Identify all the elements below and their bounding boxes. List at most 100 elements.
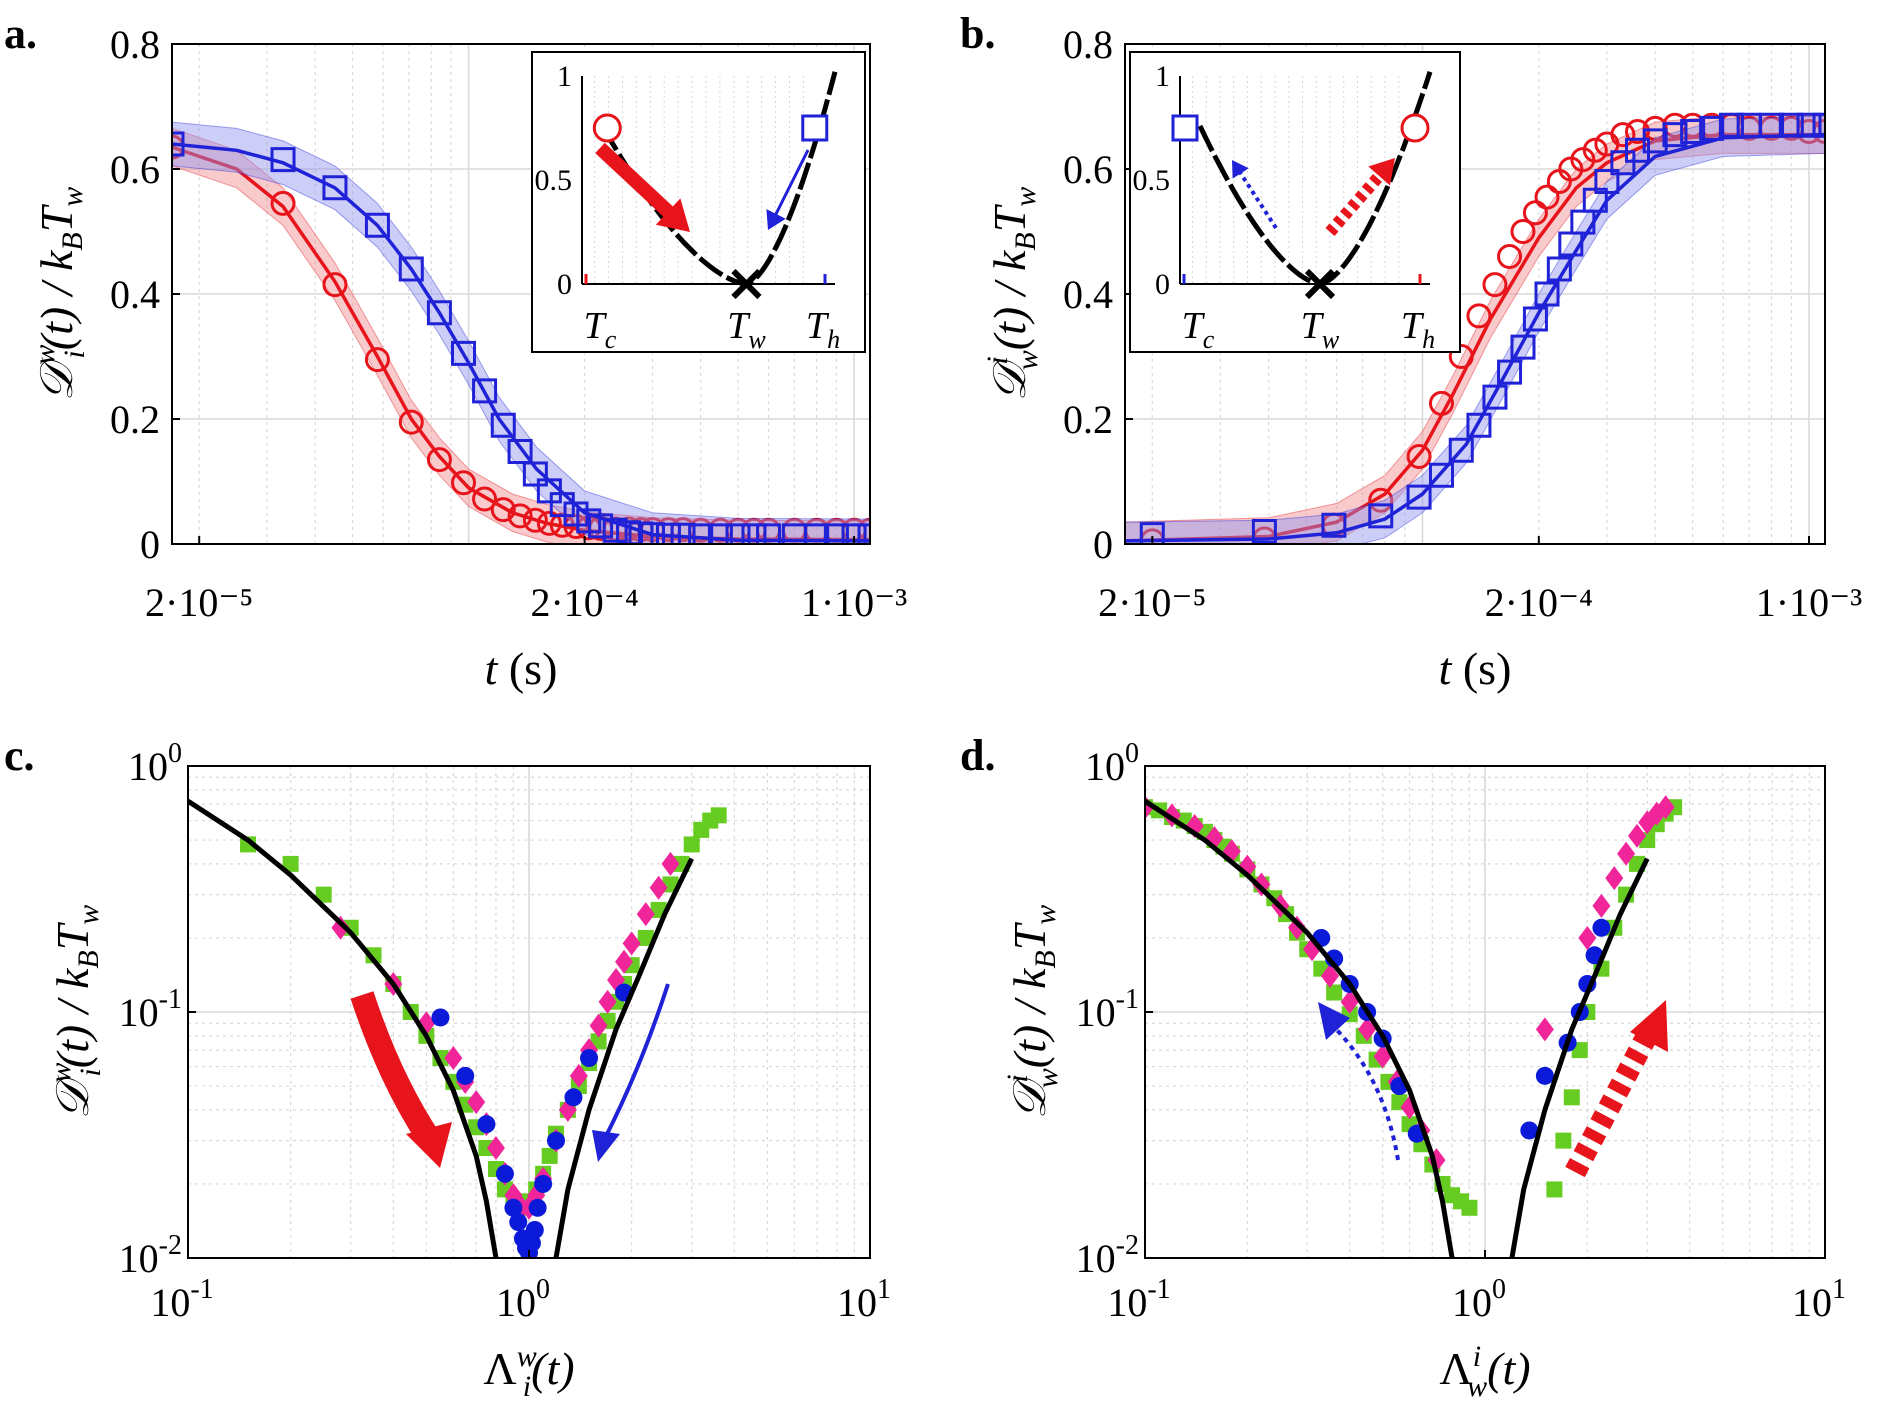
data-point-0: [637, 929, 654, 946]
data-point-1: [172, 131, 185, 157]
data-point-1: [1628, 823, 1647, 848]
data-point-0: [1497, 244, 1523, 269]
data-point-1: [598, 989, 617, 1014]
x-tick-label: 10-1: [1107, 1274, 1170, 1325]
x-axis-main: Λ: [1439, 1343, 1472, 1394]
data-point-1: [426, 300, 452, 326]
data-point-1: [1699, 115, 1725, 141]
data-point-1: [1578, 925, 1597, 950]
x-tick-exp: -1: [190, 1274, 213, 1305]
inset-marker-circle: [592, 113, 622, 143]
y-tick-label: 0.8: [1063, 22, 1113, 67]
inset-x-label: Tw: [727, 305, 766, 354]
y-axis-sub2: B: [56, 232, 89, 250]
inset-x-label-main: T: [1401, 305, 1425, 347]
data-point-1: [1546, 256, 1572, 282]
data-point-0: [490, 497, 516, 523]
y-axis-rest: (t) / k: [984, 249, 1035, 350]
x-tick-exp: 1: [877, 1274, 891, 1305]
panel-letter-c: c.: [4, 731, 35, 780]
y-axis-label-group: 𝒟wi(t) / kBTw: [28, 187, 91, 402]
data-point-2: [547, 1131, 566, 1150]
y-tick-label: 0.2: [1063, 397, 1113, 442]
data-point-1: [1778, 112, 1804, 138]
x-tick-label: 10-1: [150, 1274, 213, 1325]
x-axis-label: Λi w(t): [1439, 1340, 1530, 1403]
theory-curve-right: [1509, 857, 1650, 1258]
y-tick-label: 10-2: [119, 1230, 182, 1281]
theory-curve-right: [553, 857, 694, 1258]
y-tick-label: 0.4: [110, 272, 160, 317]
y-axis-label: 𝒟iw(t) / kBTw: [981, 187, 1044, 402]
inset-x-label-sub: w: [748, 325, 766, 354]
data-point-0: [270, 190, 296, 216]
data-point-1: [615, 949, 634, 974]
data-point-1: [841, 523, 867, 544]
inset-y-tick-label: 0: [1155, 268, 1170, 301]
data-point-1: [270, 147, 296, 173]
trend-arrow-red-shaft: [1565, 1024, 1660, 1178]
x-axis-sup: i: [1473, 1340, 1481, 1373]
y-tick-label: 100: [1085, 738, 1139, 789]
y-axis-rest: (t) / k: [31, 249, 82, 350]
x-axis-unit: (s): [497, 643, 557, 694]
data-point-1: [1796, 112, 1822, 138]
plot-area: [1145, 795, 1683, 1258]
data-point-0: [1546, 1181, 1563, 1198]
data-point-2: [525, 1220, 544, 1239]
data-point-0: [507, 503, 533, 529]
inset-x-label-main: T: [1301, 305, 1325, 347]
data-point-0: [1582, 137, 1608, 163]
data-point-1: [602, 517, 628, 543]
y-tick-exp: -1: [1116, 984, 1139, 1015]
error-band-0: [172, 127, 870, 544]
data-point-0: [683, 836, 700, 853]
inset-box: [1129, 51, 1461, 353]
data-point-2: [580, 1049, 599, 1068]
y-tick-base: 10: [1076, 1236, 1116, 1281]
data-point-1: [1812, 112, 1825, 138]
inset-arrow-blue-head: [766, 209, 786, 230]
x-axis-sup: w: [517, 1340, 537, 1373]
trend-arrow-red-head: [406, 1122, 452, 1168]
inset-marker-square: [1171, 114, 1199, 142]
panel-letter-d: d.: [960, 731, 995, 780]
data-point-0: [1563, 1089, 1580, 1106]
y-tick-label: 10-2: [1076, 1230, 1139, 1281]
data-point-0: [1368, 487, 1394, 513]
plot-area: [172, 121, 870, 544]
data-point-0: [522, 507, 548, 533]
data-point-1: [707, 523, 733, 544]
x-tick-label: 1·10⁻³: [801, 580, 907, 625]
data-point-0: [1570, 147, 1596, 173]
x-tick-base: 10: [837, 1280, 877, 1325]
data-point-2: [456, 1066, 475, 1085]
y-tick-label: 100: [128, 738, 182, 789]
data-point-0: [1326, 984, 1343, 1001]
panel-a: 2·10⁻⁵ 2·10⁻⁴ 1·10⁻³ 0 0.2 0.4 0.6 0.8 t (s) 𝒟wi(…: [28, 22, 907, 694]
data-point-1: [804, 523, 830, 544]
plot-area: [1125, 112, 1825, 544]
data-point-2: [1592, 918, 1611, 937]
inset-x-label-sub: h: [827, 325, 840, 354]
data-point-2: [1535, 1066, 1554, 1085]
data-point-1: [1617, 841, 1636, 866]
theory-curve-left: [188, 799, 499, 1258]
inset-marker-circle: [1400, 113, 1430, 143]
data-point-0: [1534, 184, 1560, 210]
data-point-1: [1358, 1017, 1377, 1042]
inset-x-label: Th: [806, 305, 840, 354]
inset-x-label-main: T: [806, 305, 830, 347]
data-point-1: [1482, 384, 1508, 410]
data-point-0: [1448, 344, 1474, 369]
data-point-2: [431, 1008, 450, 1027]
inset-arrow-red-shaft: [1325, 168, 1387, 236]
data-point-1: [1251, 519, 1277, 544]
y-axis-label-group: 𝒟iw(t) / kBTw: [1001, 905, 1064, 1120]
y-tick-base: 10: [1076, 990, 1116, 1035]
inset-x-label: Th: [1401, 305, 1435, 354]
data-point-0: [541, 1147, 558, 1164]
data-point-0: [451, 470, 477, 496]
data-point-2: [495, 1164, 514, 1183]
y-axis-sub: w: [1031, 1068, 1064, 1088]
